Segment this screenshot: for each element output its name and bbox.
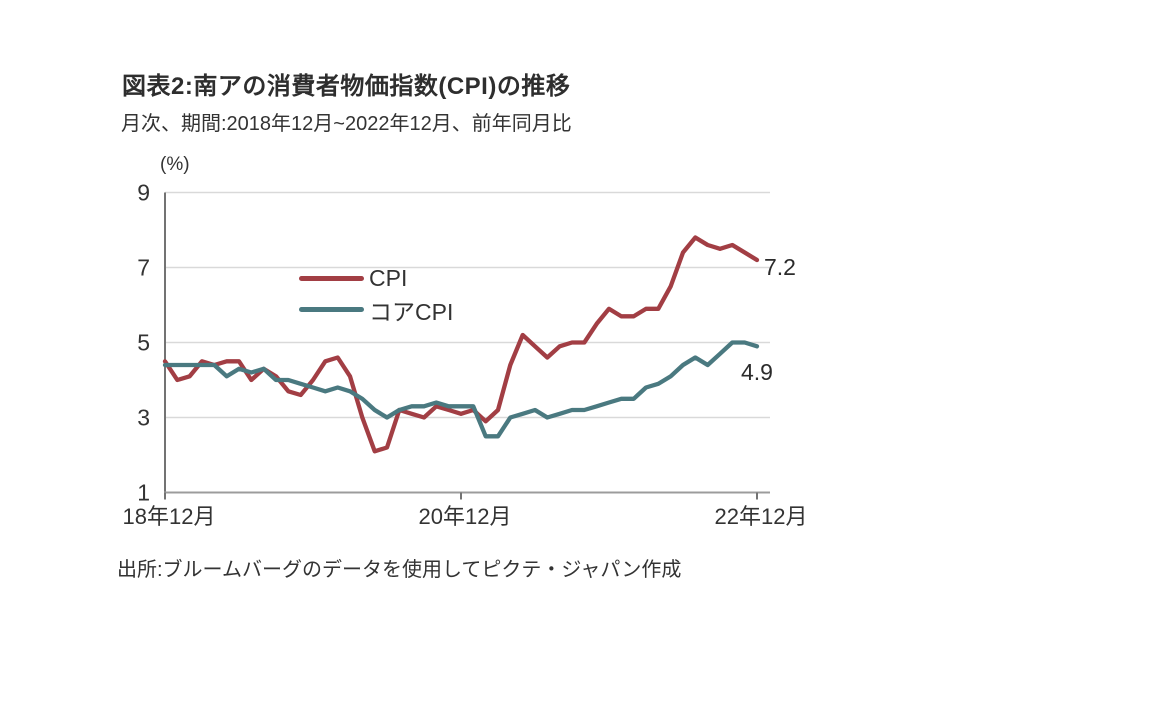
chart-subtitle: 月次、期間:2018年12月~2022年12月、前年同月比	[121, 113, 572, 135]
y-tick-label: 3	[137, 405, 150, 431]
cpi-line	[162, 235, 760, 454]
x-tick-label: 20年12月	[419, 504, 512, 529]
y-tick-label: 9	[137, 180, 150, 206]
x-tick-label: 22年12月	[715, 504, 808, 529]
source-note: 出所:ブルームバーグのデータを使用してピクテ・ジャパン作成	[117, 559, 682, 581]
core-cpi-line-swatch-icon	[299, 307, 364, 312]
legend-label-core-cpi: コアCPI	[369, 298, 454, 325]
core-cpi-end-value-label: 4.9	[741, 359, 773, 385]
y-axis-unit-label: (%)	[160, 154, 190, 175]
y-tick-label: 1	[137, 480, 150, 506]
cpi-end-value-label: 7.2	[764, 254, 796, 280]
legend-item-core-cpi: コアCPI	[299, 294, 453, 325]
core-cpi-line	[162, 340, 760, 439]
y-tick-label: 7	[137, 255, 150, 281]
y-tick-label: 5	[137, 330, 150, 356]
legend-item-cpi: CPI	[299, 263, 453, 294]
cpi-line-swatch-icon	[299, 276, 364, 281]
chart-title: 図表2:南アの消費者物価指数(CPI)の推移	[122, 73, 571, 100]
x-tick-label: 18年12月	[123, 504, 216, 529]
legend-label-cpi: CPI	[369, 265, 408, 291]
legend: CPI コアCPI	[299, 263, 453, 325]
